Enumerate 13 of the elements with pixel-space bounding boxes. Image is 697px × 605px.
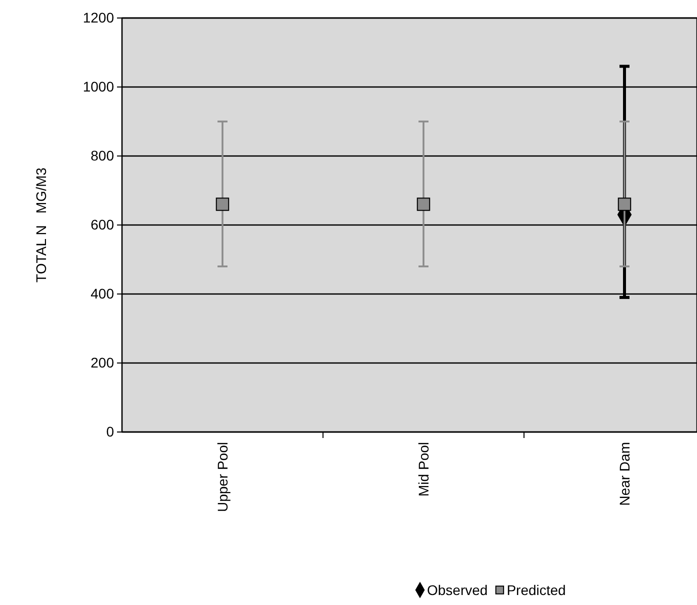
y-tick-label: 800 — [90, 147, 114, 164]
y-tick-label: 600 — [90, 216, 114, 232]
y-tick-label: 200 — [90, 354, 114, 370]
y-tick-label: 0 — [106, 423, 114, 440]
y-tick-label: 400 — [90, 285, 114, 302]
x-tick-label: Upper Pool — [214, 442, 230, 512]
x-tick-label: Mid Pool — [415, 442, 432, 496]
y-tick-label: 1200 — [82, 9, 114, 26]
legend-label: Predicted — [506, 582, 566, 598]
legend-label: Observed — [427, 582, 488, 598]
y-tick-label: 1000 — [82, 78, 114, 94]
y-axis-title: TOTAL N MG/M3 — [33, 167, 49, 282]
x-tick-label: Near Dam — [616, 442, 632, 506]
